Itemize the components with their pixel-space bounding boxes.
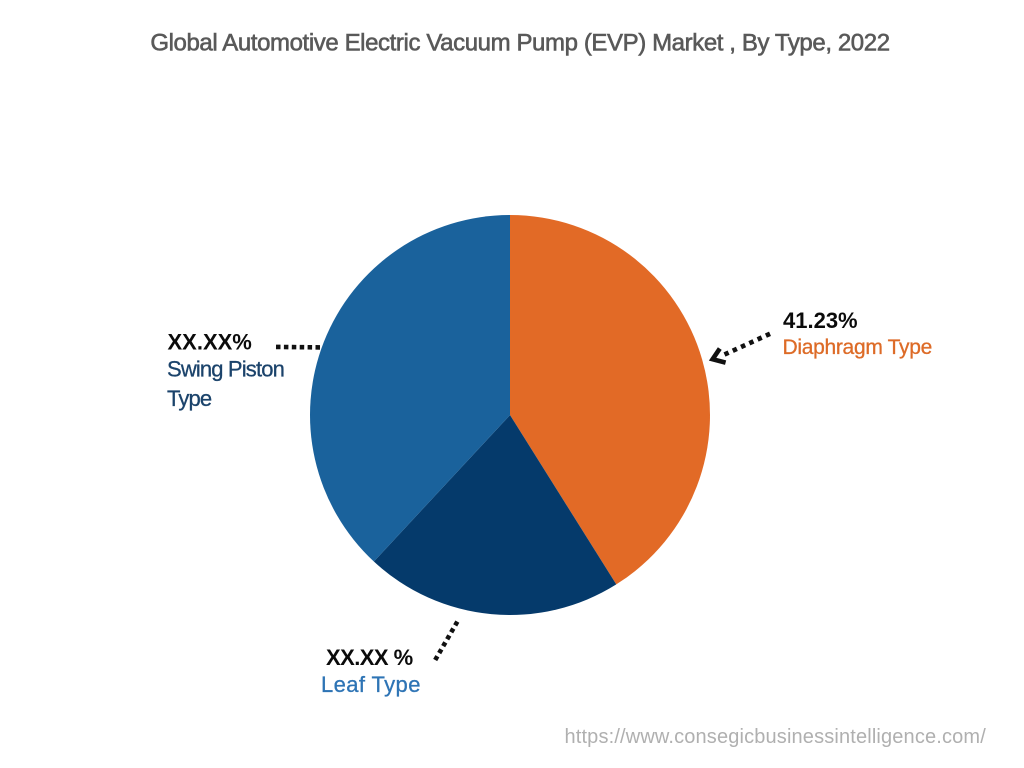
svg-text:Leaf Type: Leaf Type bbox=[321, 672, 421, 697]
svg-text:XX.XX %: XX.XX % bbox=[326, 645, 413, 670]
svg-text:Diaphragm Type: Diaphragm Type bbox=[783, 336, 933, 359]
svg-text:Swing Piston: Swing Piston bbox=[167, 357, 284, 382]
svg-text:41.23%: 41.23% bbox=[783, 308, 858, 333]
svg-text:XX.XX%: XX.XX% bbox=[168, 330, 252, 355]
svg-text:Type: Type bbox=[167, 386, 212, 411]
svg-text:https://www.consegicbusinessin: https://www.consegicbusinessintelligence… bbox=[565, 726, 987, 748]
svg-text:Global Automotive Electric Vac: Global Automotive Electric Vacuum Pump (… bbox=[150, 30, 889, 57]
